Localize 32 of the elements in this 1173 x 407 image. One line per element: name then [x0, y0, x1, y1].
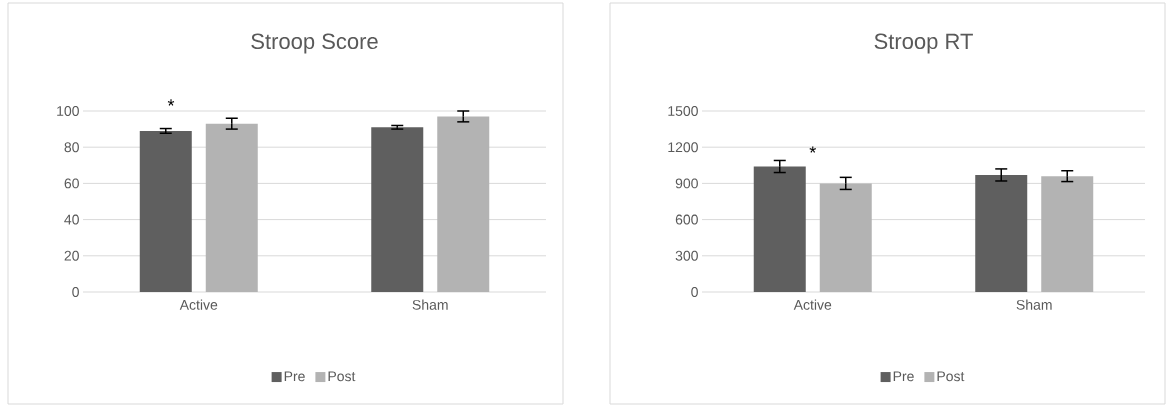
- bar: [205, 123, 258, 292]
- y-tick-label: 0: [691, 287, 698, 297]
- annotation: *: [809, 146, 816, 153]
- bar: [437, 116, 490, 292]
- x-tick-label: Sham: [412, 299, 448, 310]
- y-tick-label: 0: [72, 287, 79, 297]
- legend-label: Pre: [284, 371, 305, 382]
- y-tick-label: 40: [64, 214, 79, 225]
- bar: [139, 130, 192, 292]
- legend-label: Post: [937, 371, 965, 382]
- x-tick-label: Active: [793, 299, 832, 310]
- y-tick-label: 20: [64, 250, 79, 261]
- y-tick-label: 900: [675, 178, 698, 189]
- chart-title: Stroop Score: [251, 33, 378, 54]
- chart-title: Stroop RT: [874, 33, 973, 54]
- x-tick-label: Active: [179, 299, 218, 310]
- bar: [975, 174, 1028, 292]
- bar: [1041, 176, 1094, 292]
- y-tick-label: 1500: [668, 106, 698, 116]
- text: *: [167, 99, 175, 106]
- legend-label: Post: [328, 371, 356, 382]
- y-tick-label: 300: [675, 250, 698, 261]
- legend-label: Pre: [893, 371, 914, 382]
- y-tick-label: 60: [64, 178, 79, 189]
- bar: [819, 183, 872, 292]
- y-tick-label: 600: [675, 214, 698, 225]
- x-tick-label: Sham: [1016, 299, 1052, 310]
- y-tick-label: 100: [57, 106, 79, 116]
- bar: [753, 166, 806, 292]
- bar: [371, 127, 424, 292]
- y-tick-label: 1200: [668, 142, 698, 153]
- y-tick-label: 80: [64, 142, 79, 153]
